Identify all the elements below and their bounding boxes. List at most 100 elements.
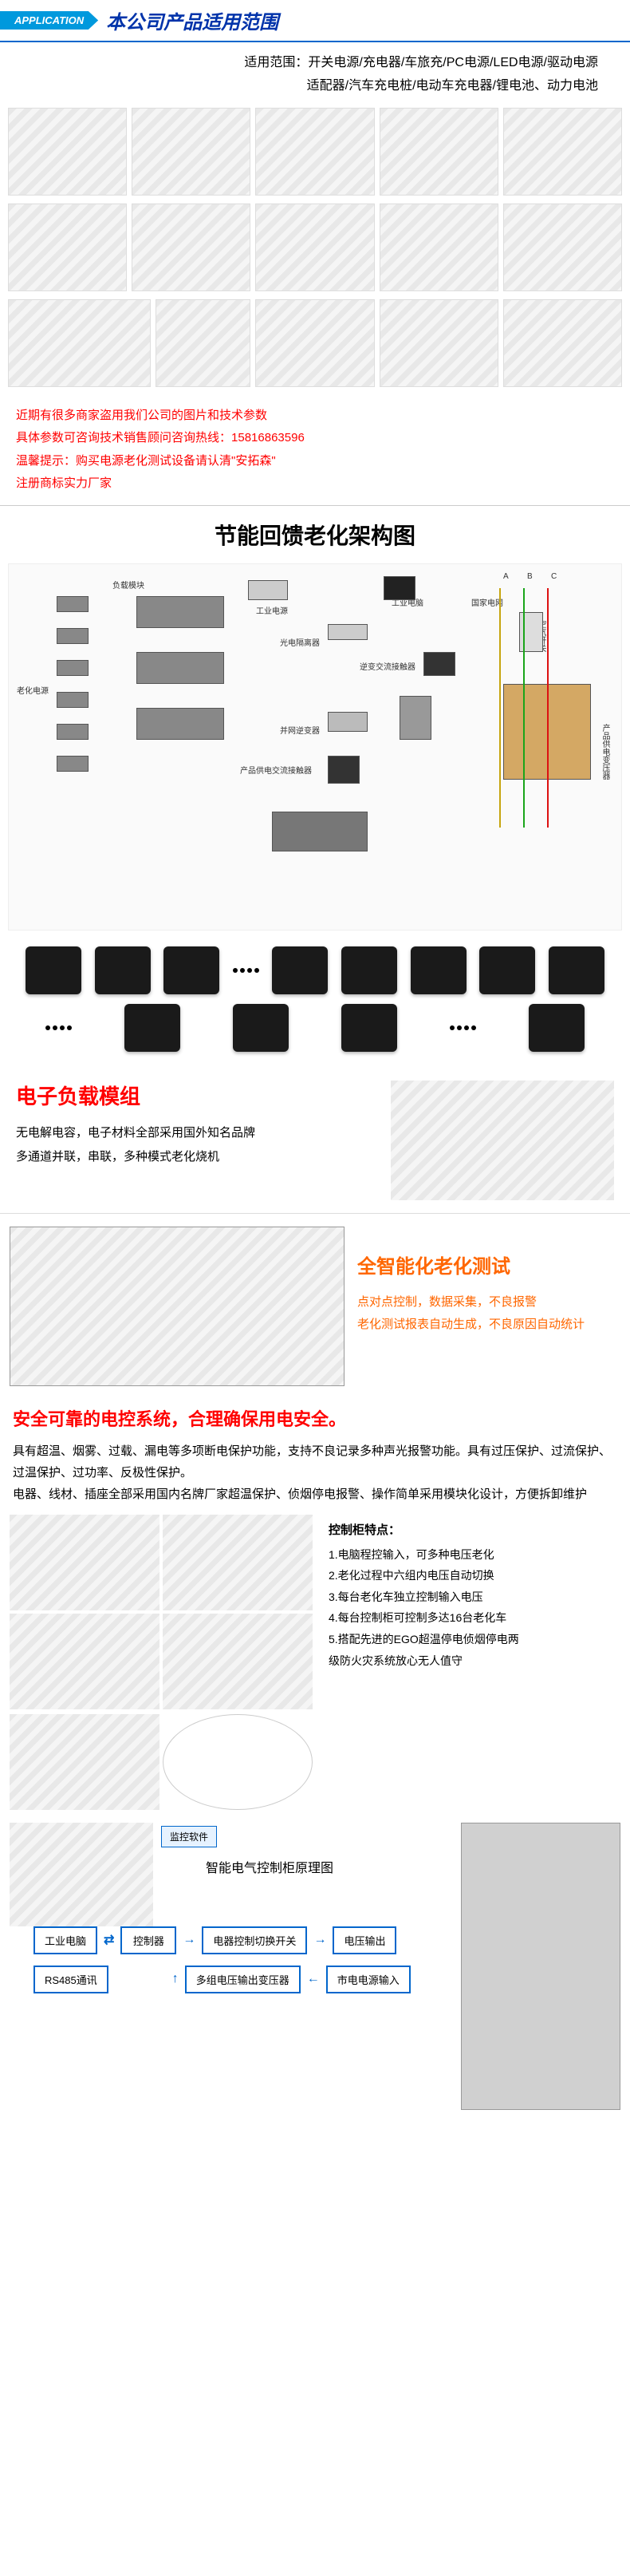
test-title: 全智能化老化测试: [357, 1250, 620, 1278]
load-module-image: [391, 1081, 614, 1200]
product-car-charger: [255, 299, 374, 387]
diag-rack-5: [57, 724, 89, 740]
diag-switch: [272, 812, 368, 851]
diag-rack-3: [57, 660, 89, 676]
test-desc1: 点对点控制，数据采集，不良报警: [357, 1291, 620, 1314]
module-block: [411, 946, 467, 994]
smoke-detector-image: [163, 1714, 313, 1810]
arrow-icon: →: [183, 1933, 195, 1947]
product-adapter-3: [380, 108, 498, 196]
diag-controller: [400, 696, 431, 740]
diag-unit-2: [136, 652, 224, 684]
flow-diagram-title: 智能电气控制柜原理图: [158, 1851, 448, 1886]
label-phase-c: C: [551, 572, 557, 581]
product-adapter-2: [255, 108, 374, 196]
feature-item: 1.电脑程控输入，可多种电压老化: [329, 1544, 614, 1566]
control-section: 控制柜特点： 1.电脑程控输入，可多种电压老化 2.老化过程中六组内电压自动切换…: [0, 1515, 630, 1709]
cabinet-product-image: [461, 1823, 620, 2110]
load-desc1: 无电解电容，电子材料全部采用国外知名品牌: [16, 1121, 375, 1145]
test-software-screenshot: [10, 1227, 345, 1386]
wire-b: [523, 588, 525, 828]
product-ev: [8, 299, 151, 387]
label-photo-isolator: 光电隔离器: [280, 636, 320, 648]
product-plug: [503, 108, 622, 196]
diag-rack-4: [57, 692, 89, 708]
module-block: [95, 946, 151, 994]
flow-diagram: 工业电脑 ⇄ 控制器 → 电器控制切换开关 → 电压输出 RS485通讯 ↑ 多…: [10, 1926, 448, 1993]
label-aging-power: 老化电源: [17, 684, 49, 696]
module-block: [341, 1004, 397, 1052]
control-image-2: [163, 1515, 313, 1610]
scope-text: 适用范围：开关电源/充电器/车旅充/PC电源/LED电源/驱动电源 适配器/汽车…: [0, 42, 630, 108]
flow-box: 工业电脑: [33, 1926, 97, 1954]
label-inverter-contactor: 逆变交流接触器: [360, 660, 415, 672]
load-section: 电子负载模组 无电解电容，电子材料全部采用国外知名品牌 多通道并联，串联，多种模…: [0, 1068, 630, 1213]
control-image-1: [10, 1515, 159, 1610]
module-block: [272, 946, 328, 994]
module-block: [529, 1004, 585, 1052]
test-section: 全智能化老化测试 点对点控制，数据采集，不良报警 老化测试报表自动生成，不良原因…: [0, 1213, 630, 1399]
product-usb-hub: [380, 203, 498, 291]
diag-unit-1: [136, 596, 224, 628]
diag-indpower: [248, 580, 288, 600]
warning-line4: 注册商标实力厂家: [16, 472, 614, 496]
module-block: [233, 1004, 289, 1052]
product-battery-sticks: [8, 203, 127, 291]
feature-item: 4.每台控制柜可控制多达16台老化车: [329, 1607, 614, 1629]
module-grid: [0, 930, 630, 1068]
wire-a: [499, 588, 501, 828]
flow-box: 市电电源输入: [326, 1966, 411, 1993]
product-post: [156, 299, 250, 387]
label-phase-b: B: [527, 572, 533, 581]
flow-box: 控制器: [120, 1926, 176, 1954]
wire-c: [547, 588, 549, 828]
module-block: [163, 946, 219, 994]
label-transformer: 产品供电变压器: [599, 724, 611, 780]
flow-monitor-label: 监控软件: [161, 1826, 217, 1847]
product-grid-row2: [0, 203, 630, 299]
diag-unit-3: [136, 708, 224, 740]
warning-line1: 近期有很多商家盗用我们公司的图片和技术参数: [16, 405, 614, 428]
feature-item: 3.每台老化车独立控制输入电压: [329, 1586, 614, 1608]
arrow-icon: →: [313, 1933, 326, 1947]
flow-box: 电器控制切换开关: [202, 1926, 307, 1954]
module-block: [26, 946, 81, 994]
control-image-5: [10, 1714, 159, 1810]
product-charger-box: [255, 203, 374, 291]
test-desc2: 老化测试报表自动生成，不良原因自动统计: [357, 1314, 620, 1337]
control-image-4: [163, 1614, 313, 1709]
architecture-diagram: 负载模块 老化电源 工业电源 光电隔离器 工业电脑 逆变交流接触器 并网逆变器 …: [8, 563, 622, 930]
product-battery-packs: [503, 203, 622, 291]
warning-line3: 温馨提示：购买电源老化测试设备请认清"安拓森": [16, 450, 614, 473]
arrow-icon: ⇄: [104, 1932, 114, 1948]
feature-item: 级防火灾系统放心无人值守: [329, 1650, 614, 1672]
label-industrial-power: 工业电源: [256, 604, 288, 616]
product-adapter-1: [8, 108, 127, 196]
arrow-up-icon: ↑: [172, 1972, 179, 1986]
warning-line2: 具体参数可咨询技术销售顾问咨询热线：15816863596: [16, 427, 614, 450]
diag-pc: [384, 576, 415, 600]
module-block: [341, 946, 397, 994]
warning-phone: 15816863596: [231, 431, 305, 444]
module-dots: [45, 1004, 72, 1052]
diag-contactor1: [423, 652, 455, 676]
diag-inverter: [328, 712, 368, 732]
safety-title: 安全可靠的电控系统，合理确保用电安全。: [0, 1399, 630, 1437]
application-badge: APPLICATION: [0, 11, 98, 30]
feature-item: 5.搭配先进的EGO超温停电侦烟停电两: [329, 1629, 614, 1650]
flow-box: 电压输出: [333, 1926, 396, 1954]
module-dots: [450, 1004, 476, 1052]
label-grid-inverter: 并网逆变器: [280, 724, 320, 736]
module-block: [124, 1004, 180, 1052]
flow-box: RS485通讯: [33, 1966, 108, 1993]
safety-desc: 具有超温、烟雾、过载、漏电等多项断电保护功能，支持不良记录多种声光报警功能。具有…: [0, 1437, 630, 1515]
module-dots: [233, 946, 259, 994]
cabinet-internal-image: [10, 1823, 153, 1926]
feature-item: 2.老化过程中六组内电压自动切换: [329, 1565, 614, 1586]
control-section-2: [0, 1714, 630, 1810]
application-title: 本公司产品适用范围: [106, 6, 278, 34]
diag-rack-1: [57, 596, 89, 612]
arrow-icon: ←: [307, 1972, 320, 1986]
diag-rack-6: [57, 756, 89, 772]
product-module: [503, 299, 622, 387]
